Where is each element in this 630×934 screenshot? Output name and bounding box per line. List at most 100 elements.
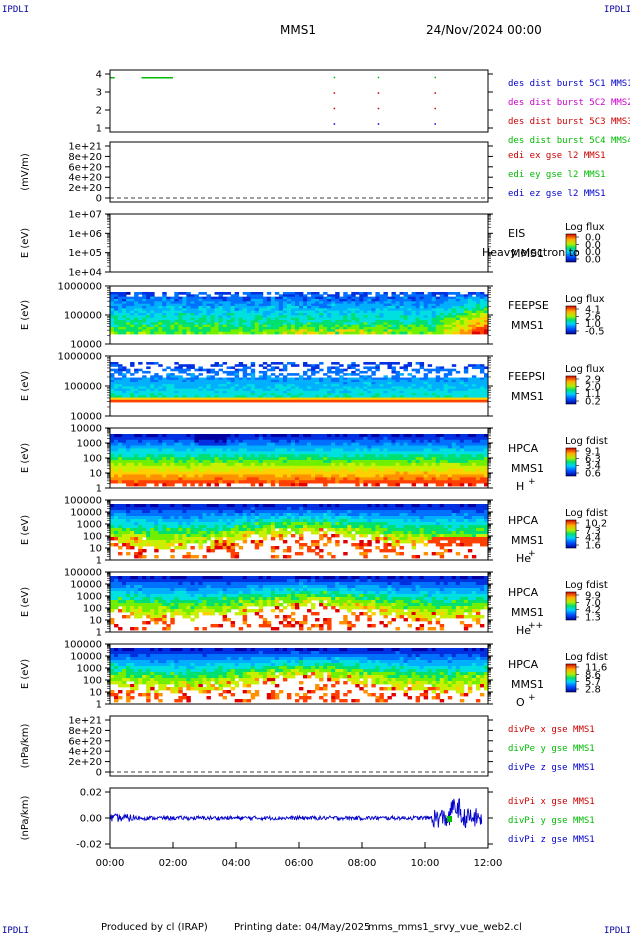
edi-legend-entry: edi ex gse l2 MMS1 <box>508 151 606 161</box>
hpca-h-cell <box>475 460 481 464</box>
feepse-cell <box>210 331 215 335</box>
hpca-h-cell <box>238 460 244 464</box>
feepsi-cell <box>146 377 151 381</box>
feepse-cell <box>194 294 199 298</box>
feepsi-cell <box>395 393 400 396</box>
hpca-h-cell <box>182 436 187 441</box>
hpca-h-cell <box>242 439 248 444</box>
feepse-cell <box>270 303 276 307</box>
hpca-h-cell <box>455 483 461 487</box>
hpca-h-cell <box>323 462 328 467</box>
hpca-h-cell <box>363 480 368 484</box>
feepsi-cell <box>351 377 356 381</box>
hpca-h-cell <box>274 454 280 458</box>
feepsi-cell <box>154 377 159 381</box>
feepse-cell <box>258 310 264 314</box>
feepse-cell <box>230 320 236 323</box>
hpca-h-colorbar-tick: 9.1 <box>585 447 601 458</box>
feepsi-cell <box>274 362 280 365</box>
feepse-cell <box>278 317 284 321</box>
feepsi-tick-label: 10000 <box>70 412 102 423</box>
hpca-h-cell <box>226 477 232 481</box>
eis-plot-area <box>110 214 488 272</box>
feepsi-cell <box>407 362 412 365</box>
feepse-cell <box>419 303 425 307</box>
feepsi-cell <box>270 393 276 396</box>
feepse-cell <box>174 324 179 328</box>
feepse-cell <box>431 327 437 330</box>
feepsi-cell <box>451 386 457 390</box>
feepse-cell <box>359 292 364 295</box>
hpca-h-cell <box>242 448 248 452</box>
hpca-h-charge-label: + <box>528 477 536 487</box>
feepse-cell <box>202 301 207 305</box>
feepsi-cell <box>415 386 421 390</box>
hpca-h-cell <box>134 474 139 478</box>
feepsi-cell <box>174 375 179 378</box>
feepse-cell <box>234 329 240 333</box>
feepsi-cell <box>319 386 324 390</box>
feepse-cell <box>407 317 412 321</box>
feepse-cell <box>299 294 304 298</box>
hpca-h-cell <box>343 465 348 470</box>
feepse-cell <box>258 329 264 333</box>
hpca-h-cell <box>375 434 380 438</box>
feepse-cell <box>194 329 199 333</box>
hpca-h-cell <box>395 442 400 446</box>
feepse-cell <box>202 320 207 323</box>
hpca-h-cell <box>210 442 215 446</box>
feepsi-cell <box>339 388 344 392</box>
feepse-cell <box>339 331 344 335</box>
feepsi-cell <box>190 386 195 390</box>
feepsi-cell <box>479 395 485 398</box>
hpca-h-cell <box>282 465 288 470</box>
hpca-h-cell <box>114 465 119 470</box>
feepse-cell <box>270 308 276 312</box>
feepsi-cell <box>262 397 268 401</box>
feepsi-frame <box>109 355 489 417</box>
feepse-cell <box>114 331 119 335</box>
feepsi-cell <box>194 393 199 396</box>
feepse-cell <box>411 301 417 305</box>
hpca-h-cell <box>355 451 360 455</box>
feepse-cell <box>282 292 288 295</box>
hpca-h-cell <box>335 448 340 452</box>
feepse-cell <box>170 301 175 305</box>
feepsi-cell <box>214 362 219 365</box>
hpca-h-cell <box>423 445 429 449</box>
feepse-cell <box>347 322 352 326</box>
hpca-h-cell <box>214 457 219 461</box>
hpca-h-cell <box>294 474 300 478</box>
hpca-h-cell <box>126 434 131 438</box>
feepse-cell <box>315 294 320 298</box>
feepse-cell <box>226 292 232 295</box>
feepse-cell <box>158 308 163 312</box>
feepsi-cell <box>399 390 404 394</box>
hpca-h-cell <box>254 439 260 444</box>
hpca-h-cell <box>331 439 336 444</box>
feepsi-cell <box>162 384 167 387</box>
hpca-h-cell <box>303 474 308 478</box>
feepsi-cell <box>214 364 219 367</box>
feepsi-cell <box>299 384 304 387</box>
feepsi-cell <box>403 390 408 394</box>
feepsi-cell <box>371 384 376 387</box>
feepsi-cell <box>335 390 340 394</box>
feepse-cell <box>299 310 304 314</box>
feepsi-cell <box>427 399 433 403</box>
feepsi-cell <box>222 379 228 383</box>
hpca-h-cell <box>234 480 240 484</box>
feepsi-cell <box>114 362 119 365</box>
feepsi-colorbar-tick: 2.0 <box>585 382 601 393</box>
feepsi-cell <box>130 382 135 385</box>
feepse-cell <box>134 317 139 321</box>
feepsi-cell <box>266 364 272 367</box>
feepsi-cell <box>226 393 232 396</box>
feepse-cell <box>443 320 449 323</box>
hpca-h-cell <box>319 477 324 481</box>
hpca-h-cell <box>467 442 473 446</box>
hpca-h-cell <box>166 483 171 487</box>
feepsi-cell <box>250 370 256 374</box>
hpca-h-cell <box>154 471 159 475</box>
feepse-cell <box>471 306 477 309</box>
